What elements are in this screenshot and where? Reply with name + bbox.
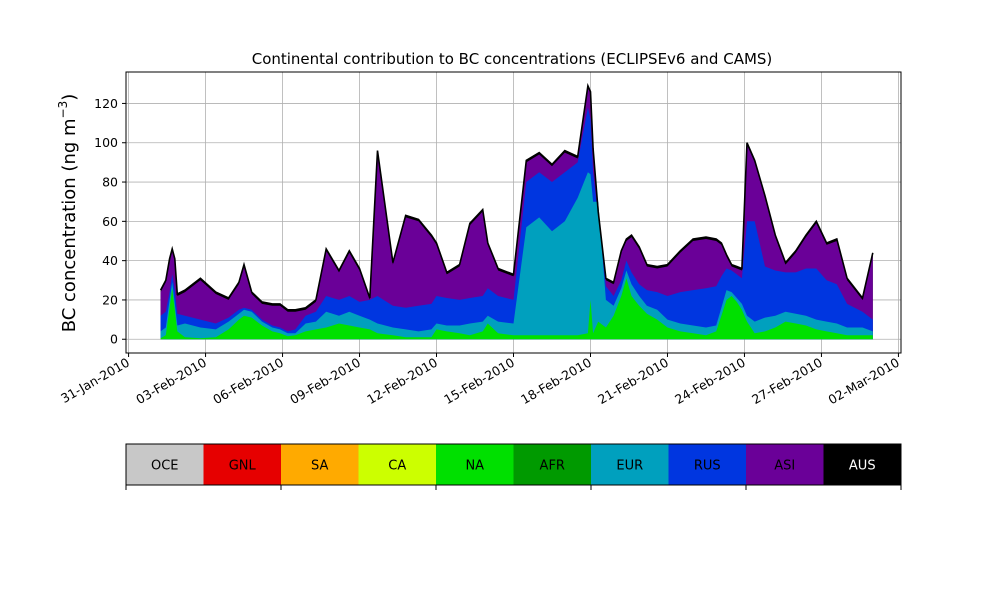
colorbar-label-ca: CA (388, 459, 406, 474)
colorbar-label-oce: OCE (151, 459, 179, 474)
y-tick-label: 100 (94, 135, 118, 150)
y-tick-label: 20 (102, 292, 118, 307)
y-tick-label: 60 (102, 214, 118, 229)
colorbar-frame (125, 443, 902, 486)
stacked-areas (160, 85, 873, 340)
total-line (159, 82, 874, 311)
y-tick-label: 40 (102, 253, 118, 268)
area-na (160, 278, 873, 340)
total-outline (159, 82, 874, 311)
colorbar-label-gnl: GNL (229, 459, 257, 474)
colorbar-label-eur: EUR (616, 459, 643, 474)
colorbar-label-aus: AUS (849, 459, 876, 474)
colorbar-swatch-rus (668, 444, 746, 485)
y-tick-label: 120 (94, 96, 118, 111)
colorbar-swatch-oce (126, 444, 204, 485)
y-axis-label-close: ) (59, 94, 80, 101)
y-axis-label-exponent: −3 (56, 101, 70, 119)
chart-title: Continental contribution to BC concentra… (252, 50, 773, 68)
colorbar-label-asi: ASI (774, 459, 795, 474)
grid-lines (126, 72, 901, 353)
colorbar-swatch-ca (358, 444, 436, 485)
y-axis-label-main: BC concentration (ng m (59, 118, 80, 332)
colorbar-label-afr: AFR (540, 459, 565, 474)
colorbar-label-sa: SA (311, 459, 328, 474)
colorbar-swatch-sa (281, 444, 359, 485)
y-axis-label: BC concentration (ng m−3) (56, 94, 80, 333)
colorbar-swatch-gnl (203, 444, 281, 485)
colorbar-swatch-afr (513, 444, 591, 485)
colorbar-label-na: NA (465, 459, 484, 474)
area-eur (160, 172, 873, 340)
colorbar: OCE GNL SA CA NA AFR EUR RUS ASI AUS (125, 443, 902, 490)
colorbar-swatch-eur (591, 444, 669, 485)
colorbar-swatch-na (436, 444, 514, 485)
y-tick-label: 0 (110, 332, 118, 347)
colorbar-swatch-asi (746, 444, 824, 485)
colorbar-label-rus: RUS (694, 459, 721, 474)
colorbar-swatch-aus (823, 444, 901, 485)
y-axis: 0 20 40 60 80 100 120 (94, 96, 126, 347)
area-asi (160, 87, 873, 340)
y-tick-label: 80 (102, 175, 118, 190)
